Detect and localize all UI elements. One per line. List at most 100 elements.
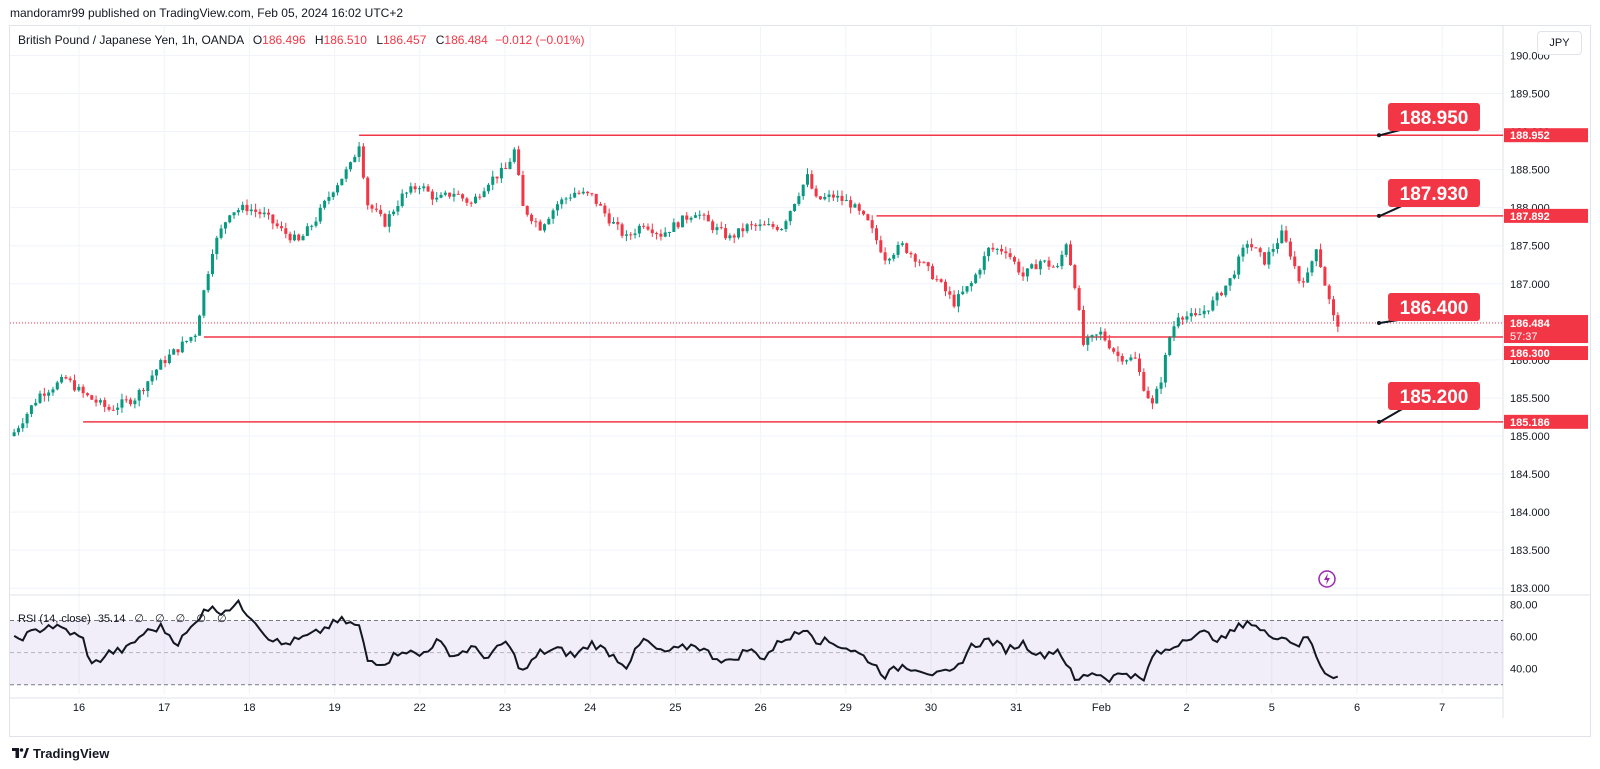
candle-body — [849, 200, 853, 208]
candle-body — [603, 205, 607, 214]
candle-body — [38, 393, 42, 403]
currency-button[interactable]: JPY — [1537, 31, 1582, 55]
candle-body — [348, 162, 352, 170]
candle-body — [793, 203, 797, 212]
candle-body — [16, 428, 20, 433]
chart-frame — [9, 25, 1591, 737]
candle-body — [180, 341, 184, 353]
candle-body — [706, 214, 710, 222]
callout-box — [1388, 293, 1480, 321]
candle-body — [810, 174, 814, 189]
candle-body — [943, 281, 947, 292]
candle-body — [279, 226, 283, 229]
rsi-pane: 80.00 60.00 40.00 — [10, 598, 1538, 686]
candle-body — [469, 202, 473, 204]
candle-body — [607, 213, 611, 224]
candle-body — [292, 234, 296, 241]
candle-body — [133, 400, 137, 405]
level-annotations: 188.950 187.930 186.400 185.200 — [1377, 103, 1480, 424]
candle-body — [1258, 248, 1262, 253]
candle-body — [387, 214, 391, 227]
candle-body — [361, 146, 365, 178]
candle-body — [1056, 266, 1060, 268]
candle-body — [430, 191, 434, 200]
level-label-3: 186.300 — [1510, 348, 1550, 360]
candle-body — [245, 204, 249, 212]
candle-body — [517, 149, 521, 176]
candle-body — [956, 294, 960, 307]
candle-body — [547, 218, 551, 225]
candle-body — [620, 224, 624, 236]
candle-body — [931, 266, 935, 280]
candle-body — [564, 198, 568, 200]
alert-lightning-icon[interactable] — [1318, 570, 1336, 588]
time-tick-label: 19 — [328, 702, 340, 714]
candle-body — [530, 214, 534, 222]
candle-body — [1168, 337, 1172, 356]
callout-box — [1388, 179, 1480, 207]
candle-body — [103, 400, 107, 407]
candle-body — [987, 247, 991, 257]
candle-body — [732, 235, 736, 238]
candle-body — [370, 205, 374, 209]
price-tick-label: 184.500 — [1510, 469, 1550, 481]
rsi-legend: RSI (14, close) 35.14 ∅ ∅ ∅ ∅ ∅ — [18, 612, 231, 625]
candle-body — [111, 409, 115, 411]
candle-body — [374, 208, 378, 210]
candle-body — [1202, 310, 1206, 315]
candle-body — [1064, 244, 1068, 255]
candle-body — [1038, 261, 1042, 270]
candle-body — [689, 217, 693, 220]
candle-body — [542, 224, 547, 231]
candle-body — [952, 294, 956, 307]
candle-body — [73, 380, 77, 391]
candle-body — [1099, 331, 1103, 335]
candle-body — [568, 197, 572, 199]
candle-body — [663, 232, 667, 237]
time-tick-label: 5 — [1269, 702, 1275, 714]
candle-body — [926, 262, 930, 267]
candle-body — [1224, 285, 1228, 296]
rsi-tick-label: 40.00 — [1510, 664, 1538, 676]
candle-body — [465, 198, 469, 203]
candle-body — [456, 193, 460, 195]
candle-body — [241, 204, 245, 211]
candle-body — [655, 233, 659, 235]
rsi-label: RSI (14, close) — [18, 613, 91, 625]
rsi-value: 35.14 — [97, 613, 126, 625]
candle-body — [223, 222, 227, 229]
candle-body — [68, 378, 72, 381]
candle-body — [314, 221, 318, 226]
time-tick-label: 23 — [499, 702, 511, 714]
candle-body — [1181, 317, 1185, 320]
price-axis: 190.000189.500189.000188.500188.000187.5… — [1504, 50, 1588, 595]
candle-body — [728, 235, 732, 239]
candle-body — [978, 269, 982, 275]
tradingview-logo[interactable]: TradingView — [12, 746, 109, 761]
candle-body — [935, 279, 939, 281]
candle-body — [85, 393, 89, 396]
candle-body — [409, 186, 413, 193]
candle-body — [353, 156, 357, 163]
candle-body — [21, 423, 25, 429]
candle-body — [1219, 292, 1223, 296]
candle-body — [1194, 313, 1198, 316]
candle-body — [202, 290, 206, 316]
candle-body — [1280, 230, 1284, 244]
candle-body — [258, 211, 262, 215]
candle-body — [1025, 268, 1029, 277]
price-tick-label: 188.500 — [1510, 165, 1550, 177]
candle-body — [853, 204, 857, 208]
candle-body — [900, 243, 904, 245]
candle-body — [396, 206, 400, 212]
price-tick-label: 184.000 — [1510, 507, 1550, 519]
candle-body — [1323, 267, 1327, 286]
candle-body — [797, 196, 801, 204]
candle-body — [823, 196, 827, 200]
candle-body — [473, 196, 478, 204]
candle-body — [1017, 261, 1021, 273]
candle-body — [318, 207, 322, 222]
candle-body — [577, 192, 581, 194]
candle-body — [482, 191, 486, 198]
